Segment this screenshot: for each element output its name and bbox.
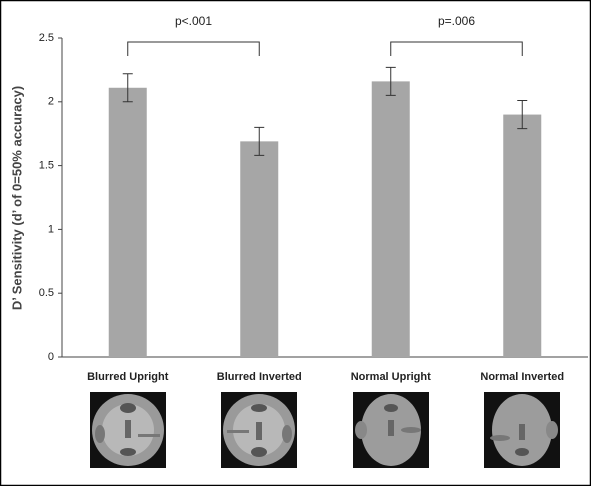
x-tick-label: Normal Upright <box>351 371 431 383</box>
bar <box>503 115 541 357</box>
y-tick-label: 0.5 <box>39 287 54 299</box>
stimulus-image <box>221 392 297 468</box>
y-tick-label: 2.5 <box>39 32 54 44</box>
stimulus-image <box>484 392 560 468</box>
x-tick-label: Normal Inverted <box>480 371 564 383</box>
significance-bracket <box>391 42 523 56</box>
annotation: p=.006 <box>438 14 475 28</box>
bar <box>372 81 410 357</box>
stimulus-images <box>90 392 560 468</box>
significance-bracket <box>128 42 260 56</box>
stimulus-image <box>90 392 166 468</box>
y-tick-label: 0 <box>48 351 54 363</box>
y-tick-label: 1.5 <box>39 160 54 172</box>
x-tick-label: Blurred Upright <box>87 371 169 383</box>
y-tick-label: 2 <box>48 96 54 108</box>
y-axis-label: D’ Sensitivity (d’ of 0=50% accuracy) <box>9 86 24 310</box>
chart: D’ Sensitivity (d’ of 0=50% accuracy) 0 0… <box>0 0 591 486</box>
x-tick-label: Blurred Inverted <box>217 371 302 383</box>
stimulus-image <box>353 392 429 468</box>
bar <box>240 141 278 357</box>
y-tick-label: 1 <box>48 223 54 235</box>
annotation: p<.001 <box>175 14 212 28</box>
bar <box>109 88 147 357</box>
